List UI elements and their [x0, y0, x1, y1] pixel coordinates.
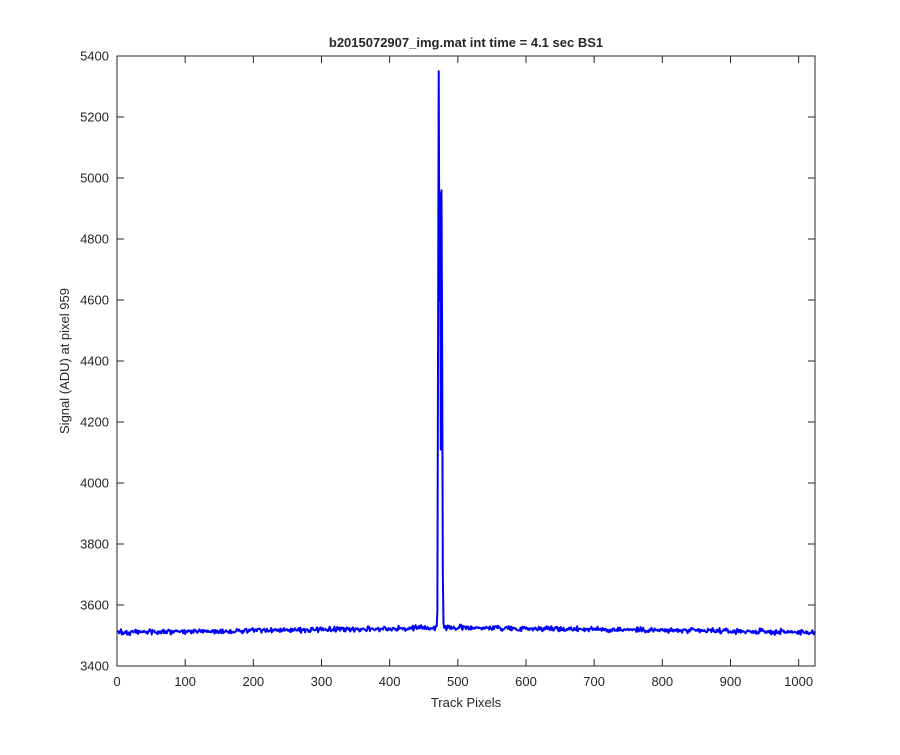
x-tick-label: 100 — [174, 674, 196, 689]
x-tick-label: 600 — [515, 674, 537, 689]
y-tick-label: 4000 — [80, 476, 109, 491]
x-tick-label: 700 — [583, 674, 605, 689]
x-tick-label: 200 — [242, 674, 264, 689]
x-tick-label: 400 — [379, 674, 401, 689]
y-tick-label: 4200 — [80, 415, 109, 430]
plot-area — [117, 56, 815, 666]
y-tick-label: 5000 — [80, 171, 109, 186]
y-tick-label: 3800 — [80, 537, 109, 552]
x-axis-label: Track Pixels — [431, 695, 502, 710]
x-tick-label: 300 — [311, 674, 333, 689]
tick-layer: 0 100 200 300 400 500 600 700 800 900 1000 3400 3600… — [80, 49, 815, 689]
y-tick-label: 3600 — [80, 598, 109, 613]
x-tick-label: 800 — [651, 674, 673, 689]
y-tick-label: 4800 — [80, 232, 109, 247]
y-axis-label: Signal (ADU) at pixel 959 — [57, 288, 72, 434]
x-tick-label: 0 — [113, 674, 120, 689]
y-tick-label: 4400 — [80, 354, 109, 369]
signal-series-line — [116, 70, 816, 637]
y-tick-label: 5200 — [80, 110, 109, 125]
x-tick-label: 500 — [447, 674, 469, 689]
y-tick-label: 5400 — [80, 49, 109, 64]
axes-box — [116, 55, 816, 667]
series-layer — [116, 70, 816, 637]
x-tick-label: 900 — [720, 674, 742, 689]
chart-title: b2015072907_img.mat int time = 4.1 sec B… — [329, 35, 603, 50]
y-tick-label: 4600 — [80, 293, 109, 308]
x-tick-label: 1000 — [784, 674, 813, 689]
y-tick-label: 3400 — [80, 659, 109, 674]
